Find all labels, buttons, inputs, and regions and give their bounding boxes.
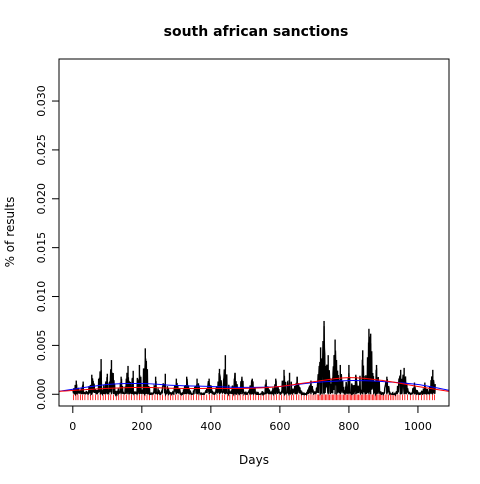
x-tick-label: 200 — [131, 420, 152, 433]
x-tick-label: 600 — [269, 420, 290, 433]
y-tick-label: 0.025 — [35, 134, 48, 166]
y-tick-label: 0.000 — [35, 379, 48, 411]
y-tick-label: 0.030 — [35, 85, 48, 117]
plot-frame — [58, 58, 450, 407]
x-tick-label: 0 — [69, 420, 76, 433]
x-tick-label: 1000 — [404, 420, 432, 433]
smooth-red-line — [59, 377, 449, 392]
y-axis-label: % of results — [3, 197, 17, 268]
y-tick-label: 0.015 — [35, 232, 48, 263]
x-tick-label: 400 — [200, 420, 221, 433]
y-tick-label: 0.005 — [35, 330, 48, 362]
chart-title: south african sanctions — [164, 24, 349, 40]
daily-series-line — [72, 326, 436, 397]
x-axis-label: Days — [239, 453, 269, 467]
x-tick-label: 800 — [338, 420, 359, 433]
y-tick-label: 0.020 — [35, 183, 48, 215]
plot-marks: 0 200 400 600 800 1000 0.000 0.005 0.010 0.015 0.0… — [35, 85, 449, 433]
y-tick-label: 0.010 — [35, 281, 48, 313]
